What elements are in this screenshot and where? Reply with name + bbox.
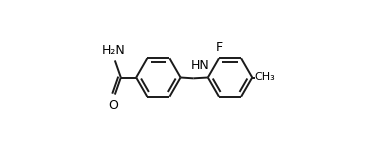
Text: F: F bbox=[216, 40, 223, 53]
Text: O: O bbox=[108, 99, 118, 112]
Text: H₂N: H₂N bbox=[102, 44, 126, 57]
Text: HN: HN bbox=[190, 60, 209, 73]
Text: CH₃: CH₃ bbox=[255, 72, 276, 82]
